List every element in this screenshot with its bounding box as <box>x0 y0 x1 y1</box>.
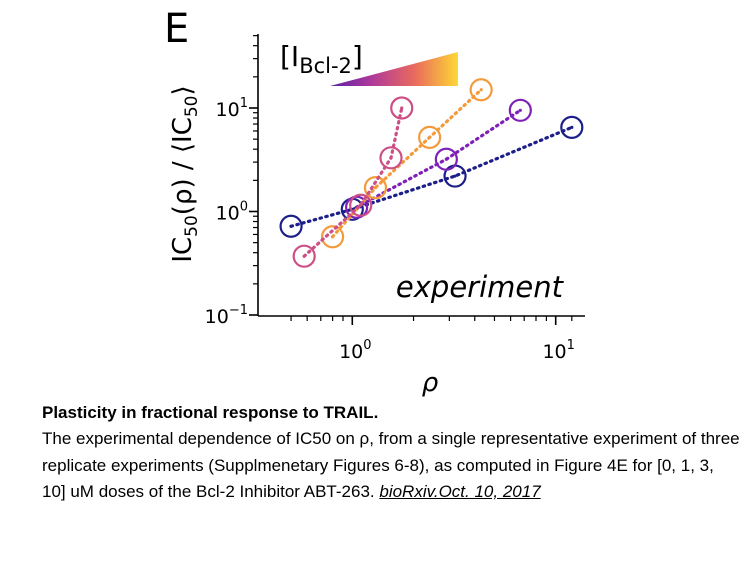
x-axis-label: ρ <box>422 368 439 398</box>
data-point <box>560 115 584 139</box>
data-point-center <box>359 203 363 207</box>
panel-label: E <box>164 6 189 52</box>
x-tick-label: 101 <box>542 338 574 363</box>
data-point-center <box>479 88 483 92</box>
figure-caption: Plasticity in fractional response to TRA… <box>42 400 742 505</box>
axis-ticks <box>249 35 573 325</box>
data-point <box>292 244 316 268</box>
data-point <box>320 225 345 249</box>
y-axis-label: IC50(ρ) / ⟨IC50⟩ <box>168 85 202 262</box>
axis-tick-labels: 100 101 10−1 100 101 <box>205 96 575 363</box>
data-point <box>469 78 493 102</box>
data-point <box>279 214 303 238</box>
data-point-center <box>330 235 335 239</box>
data-point-center <box>373 186 378 190</box>
series-line <box>289 125 574 228</box>
series-line <box>302 106 404 258</box>
ic50-scatter-chart: E 100 101 10−1 100 101 [IBcl-2] experiment ρ… <box>164 6 585 398</box>
plot-axes <box>257 34 585 317</box>
data-point-center <box>428 135 432 139</box>
data-point <box>418 125 442 149</box>
data-point <box>363 176 388 200</box>
series-2 <box>345 98 532 219</box>
data-point-center <box>389 156 393 160</box>
data-point <box>508 98 532 122</box>
series-3 <box>320 78 493 249</box>
caption-title: Plasticity in fractional response to TRA… <box>42 403 379 422</box>
legend-label: [IBcl-2] <box>280 40 363 78</box>
experiment-annotation: experiment <box>396 270 565 304</box>
data-point-center <box>400 106 404 110</box>
data-point <box>390 96 414 120</box>
data-series <box>279 78 584 268</box>
data-point-center <box>302 254 306 258</box>
data-point <box>434 147 458 171</box>
y-tick-label: 10−1 <box>205 303 248 328</box>
y-tick-label: 101 <box>216 96 248 121</box>
y-tick-label: 100 <box>216 200 248 225</box>
series-1 <box>279 115 584 238</box>
legend-gradient-wedge <box>330 52 458 86</box>
x-tick-label: 100 <box>339 338 371 363</box>
data-point-center <box>444 157 448 161</box>
caption-body: The experimental dependence of IC50 on ρ… <box>42 429 740 501</box>
legend: [IBcl-2] <box>280 40 458 86</box>
data-point-center <box>453 174 457 178</box>
data-point <box>349 193 373 217</box>
data-point-center <box>518 108 522 112</box>
data-point-center <box>289 224 293 228</box>
series-4 <box>292 96 414 268</box>
source-link[interactable]: bioRxiv.Oct. 10, 2017 <box>379 481 541 501</box>
data-point <box>379 146 403 170</box>
data-point-center <box>570 125 574 129</box>
